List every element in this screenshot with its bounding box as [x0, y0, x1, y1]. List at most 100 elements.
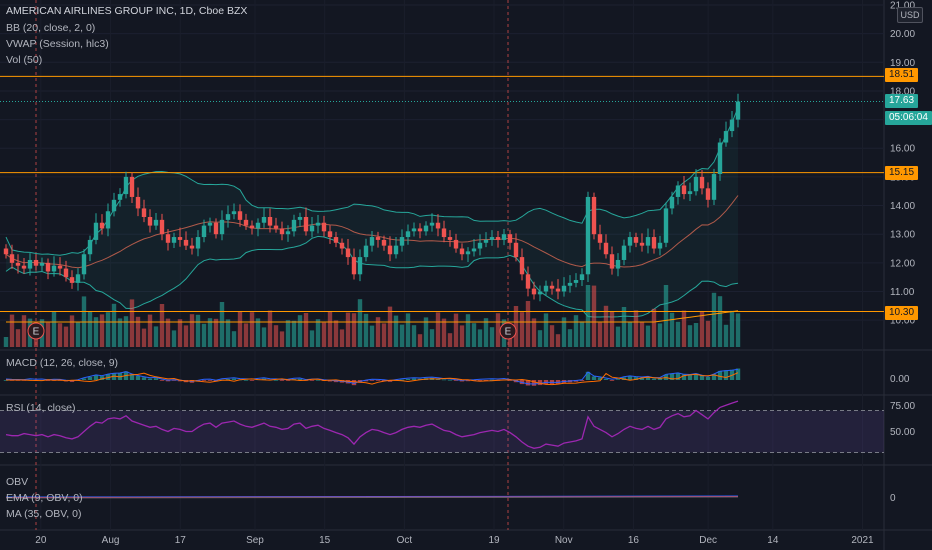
volume-bar — [231, 331, 237, 347]
volume-bar — [723, 324, 729, 347]
legend-obv[interactable]: OBV — [6, 476, 29, 488]
candle-body — [27, 259, 33, 269]
candle-body — [225, 214, 231, 220]
rsi-tick-label: 75.00 — [890, 401, 915, 412]
candle-body — [429, 222, 435, 226]
volume-bar — [693, 323, 699, 347]
macd-histogram-bar — [477, 380, 483, 381]
time-tick-label: 14 — [767, 535, 779, 546]
volume-bar — [111, 303, 117, 347]
macd-histogram-bar — [525, 380, 531, 386]
candle-body — [129, 176, 135, 197]
volume-bar — [3, 337, 9, 347]
time-tick-label: Sep — [246, 535, 264, 546]
volume-bar — [315, 319, 321, 347]
volume-bar — [651, 308, 657, 347]
macd-histogram-bar — [645, 376, 651, 380]
macd-histogram-bar — [585, 371, 591, 380]
volume-bar — [621, 307, 627, 347]
volume-bar — [711, 292, 717, 347]
volume-bar — [537, 330, 543, 347]
volume-bar — [45, 322, 51, 347]
candle-body — [3, 248, 9, 255]
macd-histogram-bar — [675, 372, 681, 380]
volume-bar — [447, 333, 453, 347]
currency-badge[interactable]: USD — [897, 7, 923, 23]
macd-histogram-bar — [297, 378, 303, 380]
macd-tick-label: 0.00 — [890, 374, 910, 385]
volume-bar — [645, 325, 651, 347]
volume-bar — [21, 315, 27, 347]
candle-body — [117, 194, 123, 200]
macd-histogram-bar — [309, 380, 315, 381]
candle-body — [663, 208, 669, 243]
volume-bar — [267, 310, 273, 347]
candle-body — [465, 251, 471, 255]
level-low-tag: 10.30 — [885, 306, 919, 320]
candle-body — [375, 237, 381, 240]
candle-body — [111, 199, 117, 212]
volume-bar — [363, 313, 369, 347]
macd-histogram-bar — [165, 380, 171, 382]
time-tick-label: 17 — [175, 535, 187, 546]
legend-bb[interactable]: BB (20, close, 2, 0) — [6, 22, 96, 34]
candle-body — [573, 280, 579, 283]
volume-bar — [255, 318, 261, 347]
time-tick-label: Aug — [102, 535, 120, 546]
candle-body — [405, 231, 411, 238]
volume-bar — [213, 318, 219, 347]
candle-body — [495, 237, 501, 240]
candle-body — [489, 237, 495, 240]
earnings-marker — [499, 322, 517, 340]
candle-body — [63, 268, 69, 278]
time-tick-label: 2021 — [851, 535, 874, 546]
volume-bar — [249, 312, 255, 347]
macd-histogram-bar — [735, 368, 741, 380]
volume-bar — [291, 320, 297, 347]
volume-bar — [93, 317, 99, 347]
candle-body — [45, 262, 51, 272]
volume-bar — [573, 315, 579, 347]
macd-histogram-bar — [597, 377, 603, 380]
legend-vwap[interactable]: VWAP (Session, hlc3) — [6, 38, 109, 50]
volume-bar — [219, 302, 225, 347]
volume-bar — [729, 310, 735, 347]
volume-bar — [171, 330, 177, 347]
volume-bar — [159, 304, 165, 347]
candle-body — [681, 185, 687, 195]
legend-ema[interactable]: EMA (9, OBV, 0) — [6, 492, 83, 504]
candle-body — [39, 262, 45, 266]
candle-body — [519, 257, 525, 275]
macd-histogram-bar — [441, 379, 447, 381]
candle-body — [357, 257, 363, 275]
macd-line — [5, 368, 739, 385]
macd-histogram-bar — [177, 380, 183, 382]
macd-histogram-bar — [651, 378, 657, 380]
price-tick-label: 16.00 — [890, 144, 915, 155]
time-tick-label: Nov — [555, 535, 573, 546]
macd-histogram-bar — [507, 380, 513, 381]
macd-histogram-bar — [285, 380, 291, 381]
legend-rsi[interactable]: RSI (14, close) — [6, 402, 76, 414]
volume-bar — [345, 312, 351, 347]
candle-body — [567, 282, 573, 286]
volume-bar — [75, 321, 81, 347]
legend-vol[interactable]: Vol (50) — [6, 54, 43, 66]
volume-bar — [399, 324, 405, 347]
volume-bar — [483, 318, 489, 347]
legend-ma[interactable]: MA (35, OBV, 0) — [6, 508, 82, 520]
volume-bar — [303, 313, 309, 347]
macd-histogram-bar — [369, 380, 375, 381]
volume-bar — [555, 334, 561, 347]
macd-histogram-bar — [405, 378, 411, 380]
macd-histogram-bar — [153, 378, 159, 380]
macd-histogram-bar — [261, 378, 267, 380]
macd-histogram-bar — [657, 378, 663, 380]
volume-bar — [477, 329, 483, 347]
candle-body — [165, 234, 171, 243]
volume-bar — [669, 312, 675, 347]
legend-macd[interactable]: MACD (12, 26, close, 9) — [6, 357, 119, 369]
candle-body — [717, 142, 723, 175]
chart-title: AMERICAN AIRLINES GROUP INC, 1D, Cboe BZ… — [6, 5, 248, 17]
